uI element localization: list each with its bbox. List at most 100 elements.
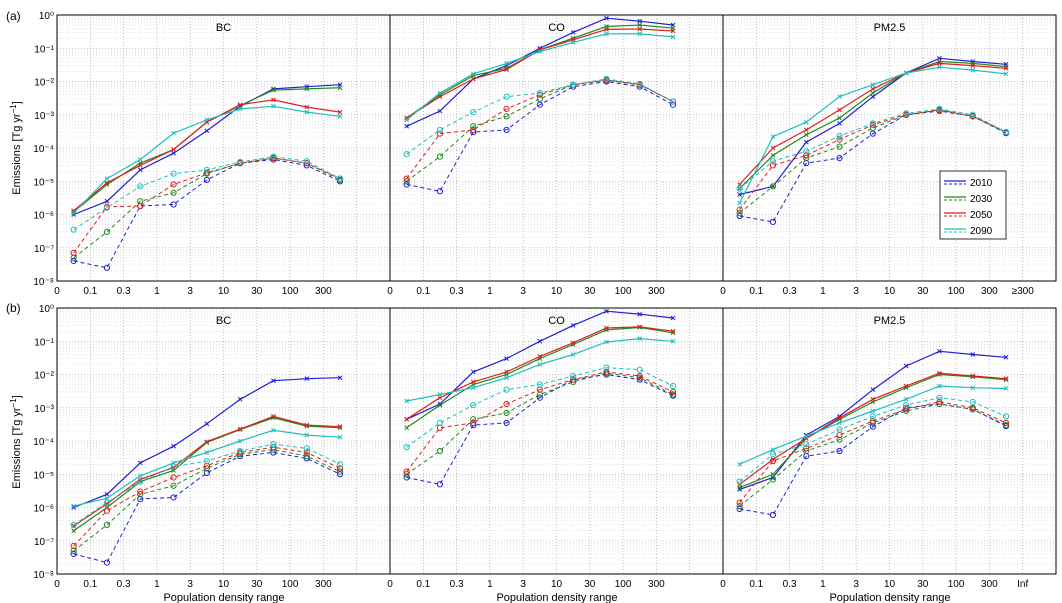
x-tick-label: 100 — [615, 579, 632, 590]
data-point-2050 — [604, 27, 609, 32]
data-point-2050 — [537, 354, 543, 359]
data-point-2090 — [204, 117, 210, 123]
data-point-2050 — [336, 465, 344, 472]
data-point-2090 — [404, 398, 410, 404]
data-point-2010 — [103, 264, 111, 271]
data-point-2050 — [304, 104, 310, 110]
data-point-2010 — [970, 352, 976, 357]
data-point-2010 — [337, 375, 343, 381]
data-point-2010 — [103, 559, 111, 566]
series-line-2010-dashed — [73, 451, 341, 564]
data-point-2050 — [503, 400, 510, 408]
data-point-2010 — [403, 181, 410, 188]
data-point-2090 — [536, 89, 543, 97]
data-point-2090 — [570, 372, 577, 380]
data-point-2050 — [803, 445, 810, 452]
data-point-2010 — [870, 94, 876, 100]
x-tick-label: 0.3 — [783, 579, 797, 590]
data-point-2090 — [1002, 413, 1010, 420]
series-line-2050-dashed — [739, 109, 1007, 210]
x-tick-label: 300 — [315, 579, 332, 590]
data-point-2050 — [770, 457, 776, 462]
data-point-2090 — [504, 61, 509, 66]
data-point-2010 — [171, 150, 176, 156]
data-point-2010 — [237, 396, 243, 402]
x-tick-label: 0 — [54, 579, 60, 590]
data-point-2050 — [170, 474, 177, 481]
data-point-2010 — [870, 387, 876, 393]
series-line-2050-dashed — [73, 446, 341, 547]
y-tick-label: 10⁰ — [39, 11, 54, 22]
data-point-2050 — [303, 449, 310, 456]
data-point-2090 — [436, 419, 444, 427]
data-point-2010 — [737, 192, 743, 197]
data-point-2090 — [670, 338, 676, 344]
legend-label-2010: 2010 — [970, 178, 993, 189]
data-point-2030 — [836, 143, 843, 150]
data-point-2090 — [770, 134, 776, 139]
data-point-2090 — [237, 158, 244, 166]
legend: 2010 2030 2050 2090 — [939, 170, 1007, 240]
x-tick-label: 100 — [948, 579, 965, 590]
x-tick-label: 100 — [282, 286, 299, 297]
data-point-2050 — [937, 61, 942, 66]
data-point-2050 — [204, 439, 210, 445]
data-point-2090 — [604, 339, 609, 345]
data-point-2090 — [736, 185, 743, 192]
series-line-2090-dashed — [73, 443, 341, 526]
x-tick-label: 100 — [615, 286, 632, 297]
data-point-2030 — [103, 228, 111, 235]
data-point-2030 — [436, 447, 444, 455]
data-point-2090 — [837, 420, 842, 426]
panel-title: CO — [548, 22, 565, 34]
legend-label-2050: 2050 — [970, 210, 993, 221]
data-point-2050 — [737, 182, 743, 187]
data-point-2090 — [937, 383, 942, 389]
data-point-2090 — [403, 444, 410, 451]
y-tick-label: 10⁻¹ — [34, 337, 54, 348]
data-point-2010 — [271, 378, 276, 384]
data-point-2050 — [337, 424, 343, 430]
series-line-2010-dashed — [406, 373, 674, 485]
data-point-2050 — [271, 97, 276, 103]
data-point-2010 — [504, 356, 509, 361]
data-point-2050 — [769, 162, 777, 169]
data-point-2090 — [737, 461, 743, 467]
data-point-2090 — [337, 434, 343, 440]
data-point-2030 — [870, 90, 876, 96]
y-tick-label: 10⁻³ — [34, 111, 54, 122]
data-point-2050 — [503, 105, 510, 112]
data-point-2050 — [903, 383, 909, 389]
data-point-2090 — [903, 70, 909, 76]
data-point-2050 — [803, 127, 809, 133]
data-point-2090 — [1002, 129, 1010, 136]
data-point-2030 — [869, 419, 876, 427]
data-point-2090 — [503, 386, 510, 393]
data-point-2010 — [537, 338, 543, 344]
data-point-2050 — [670, 328, 676, 334]
data-point-2050 — [70, 542, 77, 550]
x-tick-label: 30 — [917, 286, 929, 297]
data-point-2090 — [137, 183, 144, 190]
data-point-2010 — [637, 18, 643, 24]
data-point-2030 — [237, 451, 244, 458]
data-point-2090 — [837, 94, 842, 100]
data-point-2030 — [470, 123, 477, 130]
data-point-2010 — [636, 83, 643, 90]
data-point-2010 — [403, 474, 410, 481]
data-point-2090 — [71, 503, 77, 509]
data-point-2010 — [570, 323, 576, 328]
data-point-2030 — [869, 124, 876, 132]
data-point-2090 — [237, 438, 243, 444]
x-tick-label: 1 — [820, 286, 826, 297]
data-point-2010 — [604, 308, 609, 314]
data-point-2090 — [1003, 386, 1009, 391]
data-point-2010 — [636, 376, 643, 383]
data-point-2050 — [837, 415, 842, 421]
data-point-2090 — [271, 427, 276, 433]
data-point-2090 — [470, 402, 477, 409]
data-point-2030 — [170, 189, 177, 196]
data-point-2030 — [536, 95, 543, 102]
data-point-2090 — [903, 110, 910, 117]
data-point-2090 — [436, 126, 444, 134]
